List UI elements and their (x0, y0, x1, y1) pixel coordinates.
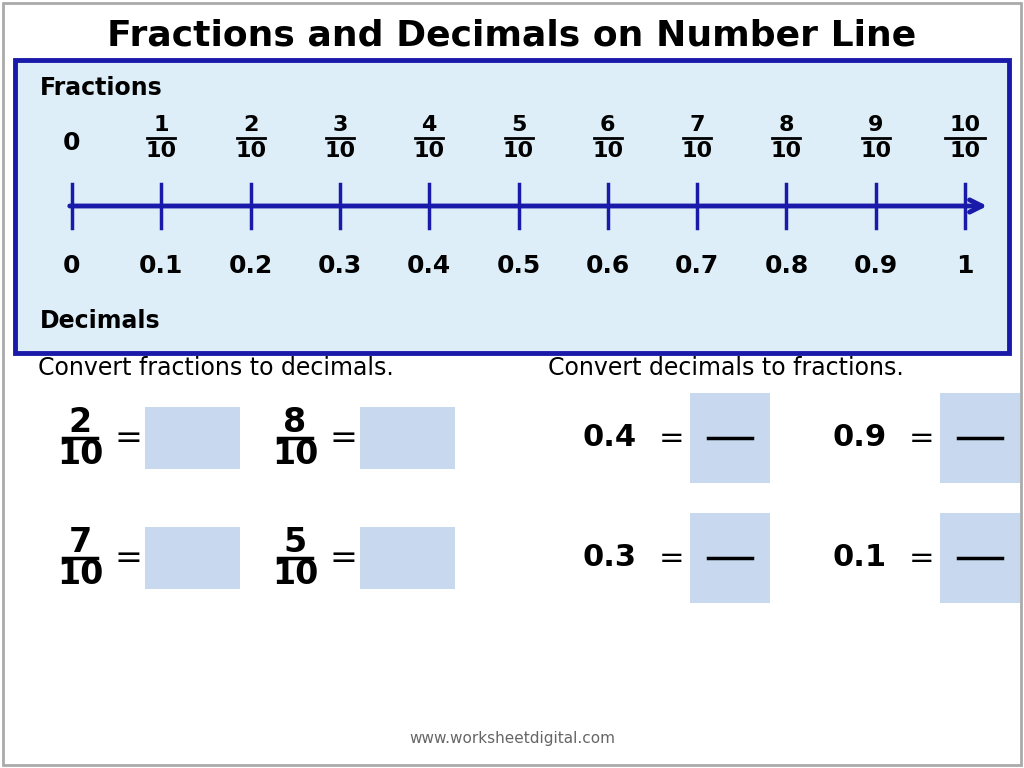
Text: =: = (909, 423, 935, 452)
Text: 10: 10 (949, 115, 981, 135)
Text: Decimals: Decimals (40, 309, 161, 333)
Text: 4: 4 (422, 115, 437, 135)
Bar (145, 407, 240, 469)
Text: 0.1: 0.1 (139, 254, 183, 278)
Text: 10: 10 (145, 141, 177, 161)
Text: =: = (329, 541, 357, 574)
Text: Fractions: Fractions (40, 76, 163, 100)
Bar (15, 60, 1009, 353)
Text: 10: 10 (325, 141, 355, 161)
Text: 10: 10 (860, 141, 891, 161)
Bar (360, 527, 455, 589)
Text: 7: 7 (689, 115, 705, 135)
Text: 10: 10 (271, 558, 318, 591)
Text: 10: 10 (503, 141, 535, 161)
Text: 10: 10 (949, 141, 981, 161)
Text: 8: 8 (778, 115, 795, 135)
Text: 3: 3 (332, 115, 347, 135)
Text: 0.2: 0.2 (228, 254, 272, 278)
Bar (690, 513, 770, 603)
Text: 10: 10 (56, 558, 103, 591)
Text: =: = (659, 544, 685, 572)
Text: 6: 6 (600, 115, 615, 135)
Text: 0.7: 0.7 (675, 254, 719, 278)
Text: 0: 0 (63, 131, 81, 155)
Text: 8: 8 (284, 406, 306, 439)
Text: 0.6: 0.6 (586, 254, 630, 278)
Text: 1: 1 (956, 254, 974, 278)
Text: 2: 2 (243, 115, 258, 135)
Text: =: = (659, 423, 685, 452)
Text: 5: 5 (284, 525, 306, 558)
Text: 0.1: 0.1 (833, 544, 887, 572)
Text: 0.3: 0.3 (583, 544, 637, 572)
Text: =: = (329, 422, 357, 455)
Text: 10: 10 (682, 141, 713, 161)
Text: 10: 10 (56, 439, 103, 472)
Text: =: = (114, 422, 142, 455)
Text: =: = (114, 541, 142, 574)
Bar (940, 393, 1020, 483)
Text: 10: 10 (592, 141, 624, 161)
Text: 5: 5 (511, 115, 526, 135)
Text: 10: 10 (236, 141, 266, 161)
Text: 0.9: 0.9 (854, 254, 898, 278)
Text: 0.3: 0.3 (317, 254, 362, 278)
Bar (940, 513, 1020, 603)
Bar (690, 393, 770, 483)
Text: 1: 1 (154, 115, 169, 135)
Text: Convert decimals to fractions.: Convert decimals to fractions. (548, 356, 904, 380)
Text: 0.4: 0.4 (583, 423, 637, 452)
Bar (360, 407, 455, 469)
Text: Fractions and Decimals on Number Line: Fractions and Decimals on Number Line (108, 18, 916, 52)
Text: 10: 10 (414, 141, 444, 161)
Text: 2: 2 (69, 406, 91, 439)
Text: =: = (909, 544, 935, 572)
Text: 0.4: 0.4 (408, 254, 452, 278)
Text: 0.5: 0.5 (497, 254, 541, 278)
Text: 9: 9 (868, 115, 884, 135)
Text: 0.9: 0.9 (833, 423, 887, 452)
Text: 10: 10 (771, 141, 802, 161)
Text: 10: 10 (271, 439, 318, 472)
Bar (145, 527, 240, 589)
Text: www.worksheetdigital.com: www.worksheetdigital.com (409, 730, 615, 746)
Text: 0.8: 0.8 (764, 254, 809, 278)
Text: 0: 0 (63, 254, 81, 278)
Text: 7: 7 (69, 525, 91, 558)
Text: Convert fractions to decimals.: Convert fractions to decimals. (38, 356, 394, 380)
